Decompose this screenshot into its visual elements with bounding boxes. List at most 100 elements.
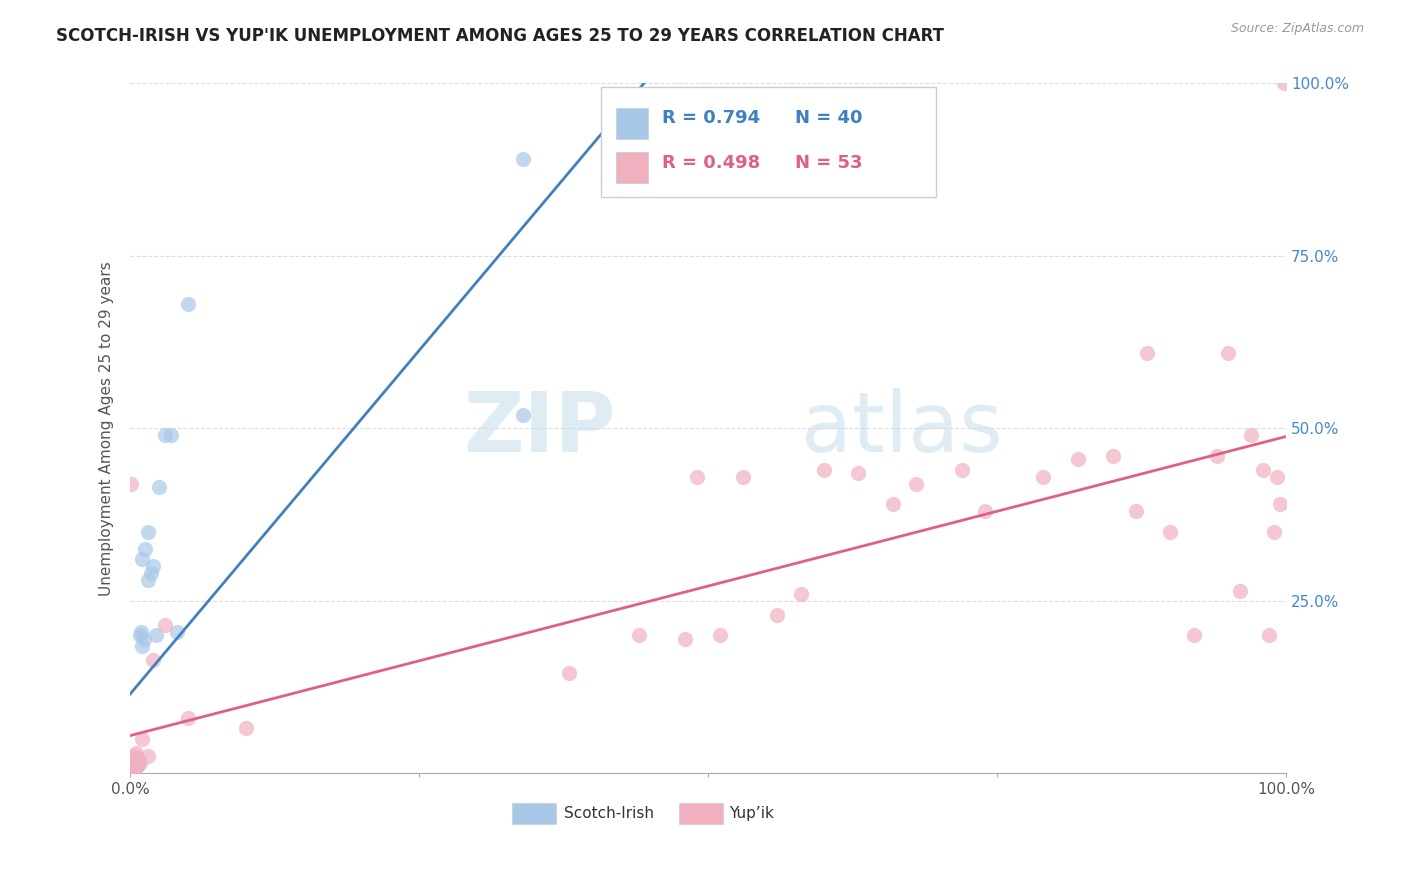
Point [1251, 463, 1274, 477]
Point [127, 759, 149, 773]
Y-axis label: Unemployment Among Ages 25 to 29 years: Unemployment Among Ages 25 to 29 years [100, 261, 114, 596]
Point [121, 759, 143, 773]
Point [122, 756, 145, 770]
Point [766, 607, 789, 622]
Point [673, 632, 696, 646]
Text: N = 53: N = 53 [794, 154, 862, 172]
Point [166, 624, 188, 639]
Point [124, 758, 146, 772]
Point [882, 497, 904, 511]
Text: Scotch-Irish: Scotch-Irish [564, 805, 654, 821]
Text: N = 40: N = 40 [794, 110, 862, 128]
Point [125, 756, 148, 770]
Point [1229, 583, 1251, 598]
Point [124, 761, 146, 775]
Point [128, 628, 150, 642]
Point [127, 753, 149, 767]
Point [1263, 524, 1285, 539]
Point [1218, 345, 1240, 359]
Point [122, 753, 145, 767]
Text: Source: ZipAtlas.com: Source: ZipAtlas.com [1230, 22, 1364, 36]
Point [121, 756, 143, 770]
Point [122, 759, 145, 773]
Point [848, 467, 870, 481]
Point [905, 476, 928, 491]
Point [1032, 469, 1054, 483]
Point [136, 573, 159, 587]
Point [789, 587, 811, 601]
Point [128, 756, 150, 770]
Point [124, 761, 146, 775]
Text: R = 0.794: R = 0.794 [662, 110, 761, 128]
Point [122, 756, 145, 770]
Point [136, 749, 159, 764]
Point [121, 763, 143, 777]
Point [121, 764, 143, 778]
Point [121, 763, 143, 777]
Point [121, 761, 143, 775]
Point [121, 764, 143, 779]
Point [121, 759, 143, 773]
Text: atlas: atlas [800, 388, 1002, 469]
Point [127, 753, 149, 767]
Point [153, 428, 176, 442]
Point [121, 763, 143, 777]
Point [1205, 449, 1227, 463]
Bar [616, 108, 648, 138]
Point [1272, 77, 1295, 91]
Point [1270, 497, 1292, 511]
Point [148, 480, 170, 494]
Point [1067, 452, 1090, 467]
Point [1125, 504, 1147, 518]
Point [125, 753, 148, 767]
Point [121, 753, 143, 767]
Point [512, 153, 534, 167]
Point [974, 504, 997, 518]
Point [177, 297, 200, 311]
Point [127, 759, 149, 773]
Point [121, 476, 143, 491]
Point [125, 759, 148, 773]
Point [1136, 345, 1159, 359]
FancyBboxPatch shape [600, 87, 936, 197]
Point [731, 469, 754, 483]
Point [950, 463, 973, 477]
Bar [616, 153, 648, 184]
Point [1182, 628, 1205, 642]
Point [627, 628, 650, 642]
Point [129, 624, 152, 639]
Point [145, 628, 167, 642]
Point [127, 756, 149, 770]
Point [1240, 428, 1263, 442]
Point [1101, 449, 1123, 463]
Point [512, 408, 534, 422]
Point [124, 754, 146, 768]
Point [121, 763, 143, 777]
Text: ZIP: ZIP [463, 388, 616, 469]
Point [125, 746, 148, 760]
Point [1257, 628, 1279, 642]
Point [131, 731, 153, 746]
Point [131, 552, 153, 566]
Point [685, 469, 707, 483]
Point [134, 632, 156, 646]
Bar [679, 803, 723, 823]
Text: SCOTCH-IRISH VS YUP'IK UNEMPLOYMENT AMONG AGES 25 TO 29 YEARS CORRELATION CHART: SCOTCH-IRISH VS YUP'IK UNEMPLOYMENT AMON… [56, 27, 945, 45]
Point [136, 524, 159, 539]
Point [124, 749, 146, 764]
Point [159, 428, 181, 442]
Point [1265, 469, 1288, 483]
Point [122, 763, 145, 777]
Point [131, 639, 153, 653]
Text: Yup’ik: Yup’ik [728, 805, 773, 821]
Point [134, 542, 156, 557]
Point [177, 711, 200, 725]
Point [235, 722, 257, 736]
Bar [512, 803, 555, 823]
Point [813, 463, 835, 477]
Point [127, 753, 149, 767]
Point [1159, 524, 1181, 539]
Point [153, 618, 176, 632]
Point [121, 764, 143, 779]
Point [121, 756, 143, 770]
